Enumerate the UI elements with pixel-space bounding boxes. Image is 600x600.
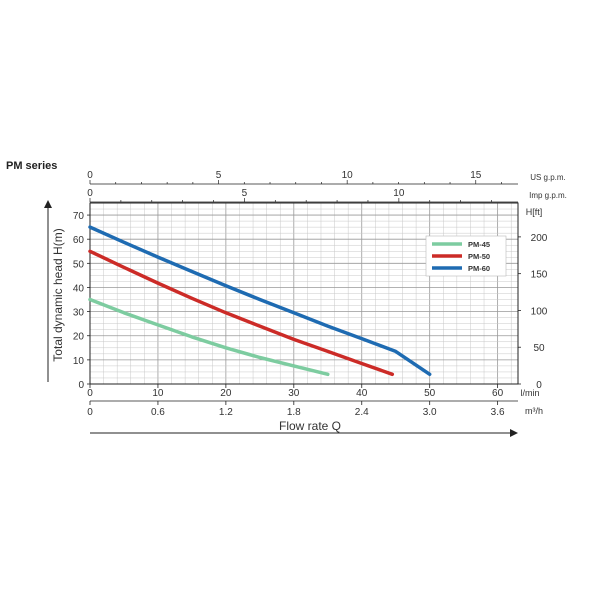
- m3h-unit-label: m³/h: [525, 406, 543, 416]
- lmin-tick-label: 30: [288, 388, 300, 399]
- hft-unit-label: H[ft]: [526, 207, 543, 217]
- us-gpm-unit-label: US g.p.m.: [530, 173, 566, 182]
- hft-tick-label: 200: [531, 233, 548, 244]
- us-gpm-tick-label: 15: [470, 170, 482, 181]
- hm-tick-label: 20: [73, 332, 85, 343]
- m3h-tick-label: 0: [87, 407, 93, 418]
- lmin-tick-label: 10: [152, 388, 164, 399]
- hm-tick-label: 50: [73, 259, 85, 270]
- hft-tick-label: 150: [531, 270, 548, 281]
- curves: [88, 225, 432, 377]
- lmin-tick-label: 50: [424, 388, 436, 399]
- imp-gpm-tick-label: 5: [242, 188, 248, 199]
- x-axis-arrowhead: [510, 429, 518, 437]
- hm-tick-label: 10: [73, 356, 85, 367]
- bottom-axes: 0 10 20 30 40 50 60 l/min 0 0.6 1.2 1.8 2.4 3.0 3.6 m³/…: [87, 384, 543, 418]
- x-axis-label: Flow rate Q: [279, 419, 341, 433]
- series-line-pm-50: [88, 249, 395, 377]
- hm-tick-label: 70: [73, 211, 85, 222]
- hft-tick-label: 50: [533, 343, 545, 354]
- series-line-pm-45: [88, 297, 330, 377]
- right-axis: 0 50 100 150 200 H[ft]: [518, 207, 548, 391]
- lmin-tick-label: 0: [87, 388, 93, 399]
- m3h-tick-label: 3.0: [423, 407, 437, 418]
- lmin-tick-label: 20: [220, 388, 232, 399]
- hm-tick-label: 60: [73, 235, 85, 246]
- page-title: PM series: [6, 160, 58, 172]
- imp-gpm-tick-label: 0: [87, 188, 93, 199]
- imp-gpm-tick-label: 10: [393, 188, 405, 199]
- m3h-tick-label: 2.4: [355, 407, 369, 418]
- hft-tick-label: 100: [531, 306, 548, 317]
- m3h-tick-label: 0.6: [151, 407, 165, 418]
- m3h-tick-label: 1.8: [287, 407, 301, 418]
- m3h-tick-label: 1.2: [219, 407, 233, 418]
- chart-grid: [89, 202, 518, 385]
- lmin-unit-label: l/min: [520, 388, 539, 398]
- lmin-tick-label: 40: [356, 388, 368, 399]
- hm-tick-label: 30: [73, 308, 85, 319]
- top-axes: 0 5 10 15 0 5 10 US g.p.m. Imp g.p.m.: [87, 170, 567, 203]
- legend: PM-45 PM-50 PM-60: [425, 235, 507, 277]
- m3h-tick-label: 3.6: [491, 407, 505, 418]
- hm-tick-label: 0: [78, 380, 84, 391]
- us-gpm-tick-label: 5: [216, 170, 222, 181]
- plot-frame: [89, 202, 519, 385]
- legend-label-pm-60: PM-60: [468, 264, 490, 273]
- left-axis: 0 10 20 30 40 50 60 70: [73, 211, 90, 391]
- imp-gpm-unit-label: Imp g.p.m.: [529, 191, 567, 200]
- us-gpm-tick-label: 0: [87, 170, 93, 181]
- hft-tick-label: 0: [536, 380, 542, 391]
- hm-tick-label: 40: [73, 283, 85, 294]
- lmin-tick-label: 60: [492, 388, 504, 399]
- y-axis-label: Total dynamic head H(m): [51, 228, 65, 361]
- legend-label-pm-50: PM-50: [468, 252, 490, 261]
- y-axis-arrowhead: [44, 200, 52, 208]
- us-gpm-tick-label: 10: [342, 170, 354, 181]
- legend-label-pm-45: PM-45: [468, 240, 490, 249]
- series-line-pm-60: [88, 225, 432, 377]
